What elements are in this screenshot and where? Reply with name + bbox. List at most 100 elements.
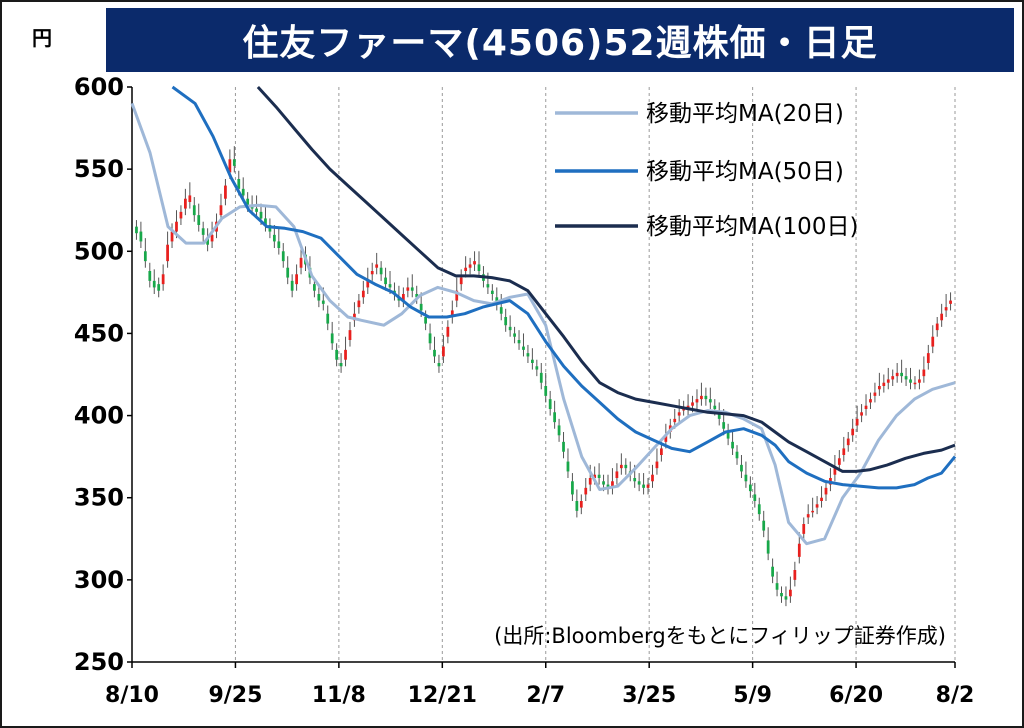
- candle-body: [437, 363, 441, 367]
- candle-body: [895, 372, 899, 377]
- candle-body: [326, 313, 330, 324]
- candle-body: [611, 481, 614, 488]
- candle-body: [526, 353, 530, 357]
- candle-body: [637, 481, 641, 485]
- candle-body: [651, 474, 654, 482]
- candle-body: [406, 287, 410, 291]
- candle-body: [499, 307, 503, 314]
- candle-body: [290, 280, 294, 291]
- candle-body: [633, 478, 637, 482]
- moving-average-lines: [130, 85, 957, 546]
- candle-body: [179, 211, 183, 219]
- candle-body: [624, 464, 628, 469]
- candle-body: [157, 284, 161, 291]
- x-tick-label: 11/8: [312, 683, 366, 708]
- candle-body: [446, 326, 450, 337]
- candle-body: [588, 478, 592, 485]
- candle-body: [224, 185, 227, 199]
- candle-body: [339, 363, 343, 367]
- x-tick-label: 2/7: [526, 683, 565, 708]
- candle-body: [410, 287, 414, 291]
- candle-body: [442, 346, 445, 357]
- candle-body: [517, 340, 521, 344]
- candle-body: [464, 267, 468, 271]
- y-tick-label: 350: [74, 484, 124, 512]
- candle-body: [361, 290, 365, 298]
- x-tick-label: 6/20: [829, 683, 883, 708]
- legend-label: 移動平均MA(20日): [646, 101, 844, 127]
- candle-body: [219, 205, 223, 216]
- candle-body: [508, 326, 512, 331]
- candle-body: [477, 264, 481, 271]
- candle-body: [401, 294, 405, 301]
- candle-body: [931, 336, 935, 347]
- chart-title: 住友ファーマ(4506)52週株価・日足: [106, 8, 1014, 72]
- candle-body: [237, 179, 241, 189]
- candle-body: [299, 257, 303, 268]
- candle-body: [135, 226, 138, 234]
- candle-body: [673, 418, 677, 423]
- candle-body: [602, 481, 605, 485]
- x-tick-label: 9/25: [208, 683, 262, 708]
- candle-body: [784, 596, 788, 600]
- candle-body: [255, 208, 258, 212]
- ma-line-0: [130, 102, 956, 546]
- candle-body: [882, 382, 886, 386]
- candle-body: [820, 497, 823, 501]
- candle-body: [566, 461, 570, 472]
- candle-body: [860, 412, 863, 416]
- candle-body: [864, 405, 868, 409]
- candle-body: [170, 231, 174, 242]
- candle-body: [313, 284, 316, 291]
- candle-body: [264, 218, 267, 225]
- candle-body: [655, 461, 659, 469]
- ma-line-1: [171, 85, 957, 490]
- y-tick-label: 250: [74, 648, 124, 676]
- candle-body: [789, 589, 792, 597]
- candle-body: [148, 271, 152, 281]
- candle-body: [606, 484, 610, 488]
- candle-body: [210, 234, 214, 242]
- candle-body: [286, 267, 290, 278]
- candle-body: [562, 441, 565, 452]
- legend-label: 移動平均MA(100日): [646, 214, 858, 240]
- y-tick-label: 550: [74, 155, 124, 183]
- candle-body: [348, 330, 352, 340]
- candle-body: [682, 409, 686, 411]
- candle-body: [815, 504, 819, 508]
- candle-body: [677, 412, 681, 416]
- candle-body: [811, 510, 815, 513]
- candle-body: [700, 395, 703, 400]
- candle-body: [579, 501, 583, 508]
- candle-body: [846, 438, 850, 446]
- candle-body: [900, 372, 903, 377]
- candle-body: [855, 418, 859, 426]
- candle-body: [295, 274, 298, 285]
- candle-body: [335, 349, 339, 360]
- candle-body: [184, 198, 187, 209]
- candle-body: [166, 244, 169, 262]
- candle-body: [143, 251, 147, 262]
- candle-body: [851, 428, 855, 436]
- candle-body: [277, 241, 281, 248]
- candle-body: [691, 402, 694, 406]
- candle-body: [201, 228, 205, 235]
- candle-body: [450, 310, 454, 317]
- candle-body: [775, 583, 779, 590]
- candle-body: [913, 382, 917, 385]
- candle-body: [713, 405, 717, 409]
- candle-body: [317, 294, 321, 301]
- source-note: (出所:Bloombergをもとにフィリップ証券作成): [494, 624, 946, 648]
- candle-body: [428, 333, 432, 344]
- candle-body: [731, 441, 734, 449]
- x-tick-label: 5/9: [733, 683, 772, 708]
- candle-body: [259, 211, 263, 219]
- x-axis: 8/10 9/25 11/8 12/21 2/7 3/25 5/9 6/20 8/2: [105, 661, 974, 708]
- candle-body: [175, 221, 178, 232]
- candle-body: [793, 570, 797, 580]
- candle-body: [660, 448, 663, 455]
- candle-body: [735, 451, 739, 459]
- candle-body: [615, 471, 619, 478]
